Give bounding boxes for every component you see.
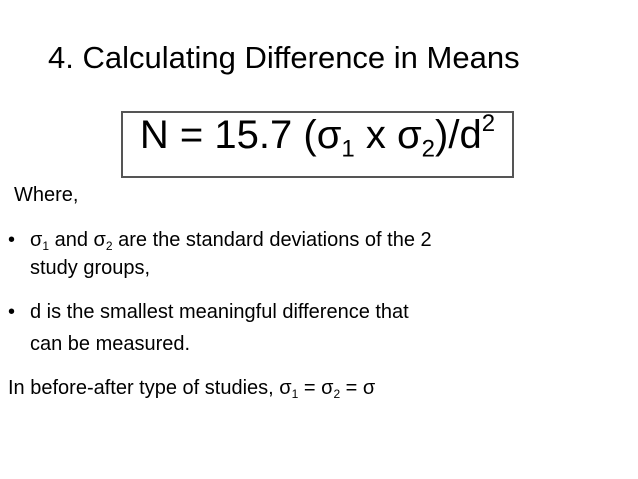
formula-suffix: )/d xyxy=(435,113,482,157)
subscript: 2 xyxy=(333,387,341,402)
text: In before-after type of studies, xyxy=(8,377,280,399)
bullet-1: • σ1 and σ2 are the standard deviations o… xyxy=(8,229,432,253)
sigma-symbol: σ xyxy=(279,377,292,399)
slide-title: 4. Calculating Difference in Means xyxy=(48,40,520,75)
sigma-symbol: σ xyxy=(93,229,106,251)
subscript: 2 xyxy=(421,135,436,163)
sigma-symbol: σ xyxy=(396,113,422,157)
before-after-line: In before-after type of studies, σ1 = σ2… xyxy=(8,377,375,401)
text: and xyxy=(49,229,94,251)
subscript: 2 xyxy=(105,239,113,254)
equals: = xyxy=(340,377,363,399)
bullet-2: • d is the smallest meaningful difference… xyxy=(8,301,409,324)
sigma-symbol: σ xyxy=(316,113,342,157)
subscript: 1 xyxy=(291,387,299,402)
bullet-icon: • xyxy=(8,229,16,251)
superscript: 2 xyxy=(481,110,496,138)
equals: = xyxy=(298,377,322,399)
formula: N = 15.7 (σ1 x σ2)/d2 xyxy=(121,110,514,163)
bullet-icon: • xyxy=(8,301,16,323)
sigma-symbol: σ xyxy=(362,377,376,399)
text: d is the smallest meaningful difference … xyxy=(30,301,409,323)
subscript: 1 xyxy=(341,135,355,163)
text: are the standard deviations of the 2 xyxy=(112,229,432,251)
sigma-symbol: σ xyxy=(30,229,43,251)
sigma-symbol: σ xyxy=(321,377,334,399)
bullet-1-continued: study groups, xyxy=(30,257,151,279)
formula-box xyxy=(121,111,514,178)
where-label: Where, xyxy=(14,184,79,206)
bullet-2-continued: can be measured. xyxy=(30,333,191,355)
formula-prefix: N = 15.7 ( xyxy=(139,113,317,157)
times: x xyxy=(354,113,397,157)
subscript: 1 xyxy=(42,239,50,254)
